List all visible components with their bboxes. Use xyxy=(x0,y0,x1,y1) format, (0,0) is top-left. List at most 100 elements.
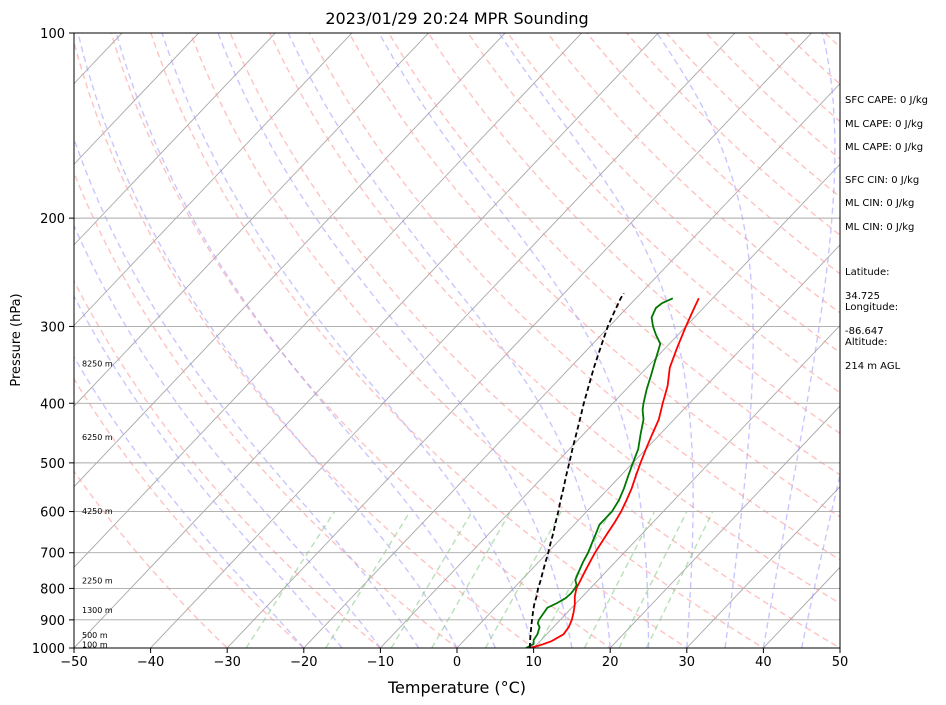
latitude-value: 34.725 xyxy=(845,291,880,302)
y-tick-label: 500 xyxy=(40,457,65,472)
altitude-value: 214 m AGL xyxy=(845,361,901,372)
latitude-label: Latitude: xyxy=(845,267,890,278)
plot-frame xyxy=(73,32,841,649)
y-tick-label: 700 xyxy=(40,547,65,562)
isotherm-line xyxy=(149,33,736,648)
latitude-block: Latitude: 34.725 xyxy=(845,255,890,315)
isotherm-line xyxy=(74,33,430,407)
y-tick-label: 900 xyxy=(40,614,65,629)
isotherm-line xyxy=(904,19,946,661)
dry-adiabat-line xyxy=(110,33,612,648)
stat-sfc-cin: SFC CIN: 0 J/kg xyxy=(845,175,920,186)
x-tick-label: 10 xyxy=(525,655,542,670)
dry-adiabat-line xyxy=(74,377,305,648)
stat-ml-cape-2: ML CAPE: 0 J/kg xyxy=(845,142,924,153)
altitude-label: Altitude: xyxy=(845,337,888,348)
height-label: 100 m xyxy=(82,640,108,649)
mixing-ratio-line xyxy=(618,511,688,648)
y-tick-label: 800 xyxy=(40,582,65,597)
dry-adiabat-line xyxy=(189,33,765,648)
isotherm-line xyxy=(74,33,276,246)
dry-adiabat-line xyxy=(506,33,840,354)
y-tick-label: 300 xyxy=(40,320,65,335)
dry-adiabat-line xyxy=(348,33,840,518)
longitude-value: -86.647 xyxy=(845,326,884,337)
dry-adiabat-line xyxy=(665,33,840,198)
x-tick-label: 50 xyxy=(832,655,849,670)
y-axis-label: Pressure (hPa) xyxy=(9,293,24,386)
isotherm-line xyxy=(74,33,200,165)
height-label: 8250 m xyxy=(82,359,113,368)
x-tick-label: 30 xyxy=(679,655,696,670)
moist-adiabat-line xyxy=(656,33,754,648)
background-lines xyxy=(74,19,946,661)
series-line-0 xyxy=(529,297,700,648)
dry-adiabat-line xyxy=(74,279,382,648)
dry-adiabat-line xyxy=(308,33,840,561)
moist-adiabat-line xyxy=(74,136,420,648)
stat-sfc-cape: SFC CAPE: 0 J/kg xyxy=(845,95,928,106)
dry-adiabat-line xyxy=(150,33,689,648)
isotherm-line xyxy=(226,33,813,648)
series-line-1 xyxy=(525,297,674,648)
isotherm-line xyxy=(609,405,840,648)
mixing-ratio-line xyxy=(536,511,611,648)
y-tick-label: 200 xyxy=(40,212,65,227)
x-tick-label: −50 xyxy=(60,655,87,670)
y-tick-label: 600 xyxy=(40,506,65,521)
x-tick-label: −20 xyxy=(290,655,317,670)
chart-title: 2023/01/29 20:24 MPR Sounding xyxy=(325,9,588,28)
moist-adiabat-line xyxy=(74,294,343,648)
x-tick-label: 40 xyxy=(755,655,772,670)
y-tick-label: 400 xyxy=(40,397,65,412)
dry-adiabat-line xyxy=(744,33,840,123)
moist-adiabat-line xyxy=(77,33,458,648)
dry-adiabat-line xyxy=(546,33,840,314)
x-tick-label: 0 xyxy=(453,655,461,670)
isotherm-line xyxy=(74,33,353,327)
x-axis: −50 −40 −30 −20 −10 0 10 20 30 40 50 xyxy=(60,648,848,670)
height-label: 6250 m xyxy=(82,433,113,442)
x-tick-label: −40 xyxy=(137,655,164,670)
moist-adiabat-line xyxy=(498,33,694,648)
dry-adiabat-line xyxy=(229,33,840,648)
series-line-2 xyxy=(528,292,625,648)
y-tick-label: 100 xyxy=(40,27,65,42)
mixing-ratio-line xyxy=(583,511,656,648)
moist-adiabat-line xyxy=(378,33,650,648)
x-tick-label: −30 xyxy=(213,655,240,670)
mixing-ratio-line xyxy=(431,511,512,648)
isotherm-line xyxy=(74,33,506,488)
y-axis: 100 200 300 400 500 600 700 800 900 1000 xyxy=(32,27,74,657)
dry-adiabat-line xyxy=(74,470,229,648)
sounding-profiles xyxy=(525,292,700,648)
height-label: 500 m xyxy=(82,631,108,640)
mixing-ratio-line xyxy=(390,511,473,648)
longitude-block: Longitude: -86.647 xyxy=(845,290,898,350)
x-tick-label: 20 xyxy=(602,655,619,670)
mixing-ratio-line xyxy=(484,511,562,648)
dry-adiabat-line xyxy=(269,33,840,605)
isotherm-line xyxy=(686,486,840,648)
moist-adiabat-line xyxy=(801,472,840,648)
moist-adiabat-line xyxy=(287,33,611,648)
stat-ml-cin-2: ML CIN: 0 J/kg xyxy=(845,222,915,233)
moist-adiabat-line xyxy=(161,33,535,648)
x-axis-label: Temperature (°C) xyxy=(387,678,526,697)
altitude-block: Altitude: 214 m AGL xyxy=(845,325,900,385)
mixing-ratio-line xyxy=(325,511,411,648)
moist-adiabat-line xyxy=(762,33,836,648)
moist-adiabat-line xyxy=(217,33,573,648)
height-label: 1300 m xyxy=(82,606,113,615)
y-tick-label: 1000 xyxy=(32,642,65,657)
isotherm-line xyxy=(379,163,840,648)
isotherm-line xyxy=(456,244,840,648)
moist-adiabat-line xyxy=(74,223,381,648)
height-label: 4250 m xyxy=(82,507,113,516)
stat-ml-cape: ML CAPE: 0 J/kg xyxy=(845,119,924,130)
height-label: 2250 m xyxy=(82,576,113,585)
dry-adiabat-line xyxy=(74,39,535,648)
stat-ml-cin: ML CIN: 0 J/kg xyxy=(845,198,915,209)
isotherm-line xyxy=(303,82,840,648)
